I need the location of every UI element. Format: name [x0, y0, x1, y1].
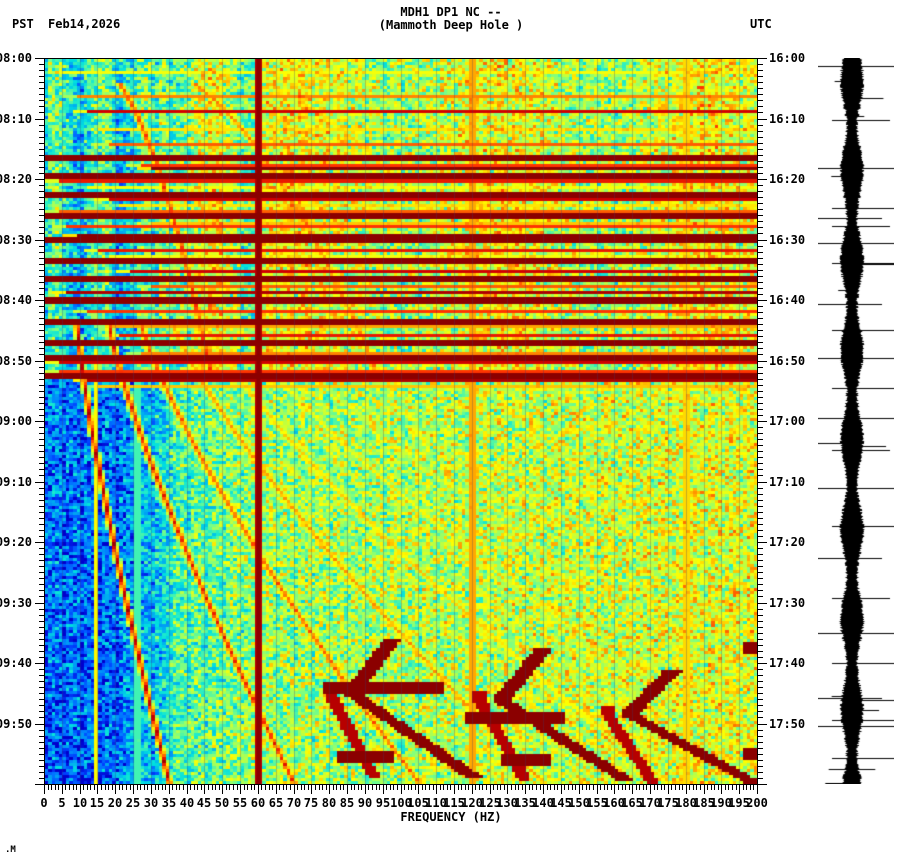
x-axis-title: FREQUENCY (HZ) — [400, 810, 502, 824]
freq-tick-label: 5 — [58, 796, 66, 810]
freq-tick-label: 175 — [657, 796, 679, 810]
time-label-pst: 09:10 — [0, 475, 32, 489]
freq-tick-label: 105 — [407, 796, 429, 810]
freq-tick-label: 150 — [568, 796, 590, 810]
freq-tick-label: 15 — [89, 796, 105, 810]
time-label-utc: 17:20 — [769, 535, 806, 549]
freq-tick-label: 65 — [268, 796, 284, 810]
freq-tick-label: 110 — [425, 796, 447, 810]
freq-tick-label: 95 — [375, 796, 391, 810]
freq-tick-label: 195 — [728, 796, 750, 810]
freq-tick-label: 165 — [621, 796, 643, 810]
freq-tick-label: 190 — [710, 796, 732, 810]
freq-tick-label: 130 — [496, 796, 518, 810]
time-label-utc: 16:00 — [769, 51, 806, 65]
freq-tick-label: 50 — [214, 796, 230, 810]
freq-tick-label: 85 — [339, 796, 355, 810]
timezone-label-left: PST — [12, 17, 34, 31]
time-label-pst: 09:30 — [0, 596, 32, 610]
freq-tick-label: 20 — [107, 796, 123, 810]
freq-tick-label: 30 — [143, 796, 159, 810]
time-label-utc: 16:10 — [769, 112, 806, 126]
freq-tick-label: 80 — [321, 796, 337, 810]
freq-tick-label: 10 — [72, 796, 88, 810]
seismogram-canvas — [818, 58, 894, 784]
freq-tick-label: 45 — [196, 796, 212, 810]
freq-tick-label: 125 — [479, 796, 501, 810]
freq-tick-label: 60 — [250, 796, 266, 810]
plot-axis-left — [44, 58, 45, 784]
freq-tick-label: 140 — [532, 796, 554, 810]
time-label-pst: 08:50 — [0, 354, 32, 368]
station-code-title: MDH1 DP1 NC -- — [400, 5, 502, 19]
time-label-pst: 09:00 — [0, 414, 32, 428]
freq-tick-label: 90 — [357, 796, 373, 810]
time-label-pst: 08:20 — [0, 172, 32, 186]
freq-tick-label: 200 — [746, 796, 768, 810]
plot-axis-top — [44, 58, 758, 59]
freq-tick-label: 35 — [161, 796, 177, 810]
freq-tick-label: 160 — [603, 796, 625, 810]
freq-tick-label: 75 — [303, 796, 319, 810]
freq-tick-label: 120 — [461, 796, 483, 810]
date-label: Feb14,2026 — [48, 17, 121, 31]
time-label-pst: 08:30 — [0, 233, 32, 247]
freq-tick-label: 185 — [693, 796, 715, 810]
freq-tick-label: 25 — [125, 796, 141, 810]
time-label-pst: 09:20 — [0, 535, 32, 549]
spectrogram-canvas — [44, 58, 757, 784]
freq-tick-label: 135 — [514, 796, 536, 810]
timezone-label-right: UTC — [750, 17, 772, 31]
freq-tick-label: 55 — [232, 796, 248, 810]
station-name-title: (Mammoth Deep Hole ) — [378, 18, 524, 32]
freq-tick-label: 100 — [390, 796, 412, 810]
freq-tick-label: 115 — [443, 796, 465, 810]
freq-tick-label: 180 — [675, 796, 697, 810]
spectrogram-plot[interactable] — [44, 58, 757, 784]
time-label-utc: 17:30 — [769, 596, 806, 610]
time-label-utc: 17:40 — [769, 656, 806, 670]
plot-axis-right — [757, 58, 758, 784]
freq-tick-label: 155 — [586, 796, 608, 810]
time-label-pst: 09:50 — [0, 717, 32, 731]
time-label-utc: 16:20 — [769, 172, 806, 186]
freq-tick-label: 40 — [179, 796, 195, 810]
time-label-pst: 09:40 — [0, 656, 32, 670]
time-label-pst: 08:00 — [0, 51, 32, 65]
seismogram-trace-panel — [818, 58, 894, 784]
time-label-utc: 17:00 — [769, 414, 806, 428]
time-label-utc: 17:50 — [769, 717, 806, 731]
time-label-utc: 16:50 — [769, 354, 806, 368]
freq-tick-label: 0 — [40, 796, 48, 810]
corner-mark: .M — [5, 845, 16, 855]
time-label-utc: 17:10 — [769, 475, 806, 489]
freq-tick-label: 70 — [286, 796, 302, 810]
time-label-pst: 08:10 — [0, 112, 32, 126]
time-label-utc: 16:40 — [769, 293, 806, 307]
time-label-pst: 08:40 — [0, 293, 32, 307]
freq-tick-label: 145 — [550, 796, 572, 810]
plot-axis-bottom — [44, 784, 758, 785]
freq-tick-label: 170 — [639, 796, 661, 810]
time-label-utc: 16:30 — [769, 233, 806, 247]
